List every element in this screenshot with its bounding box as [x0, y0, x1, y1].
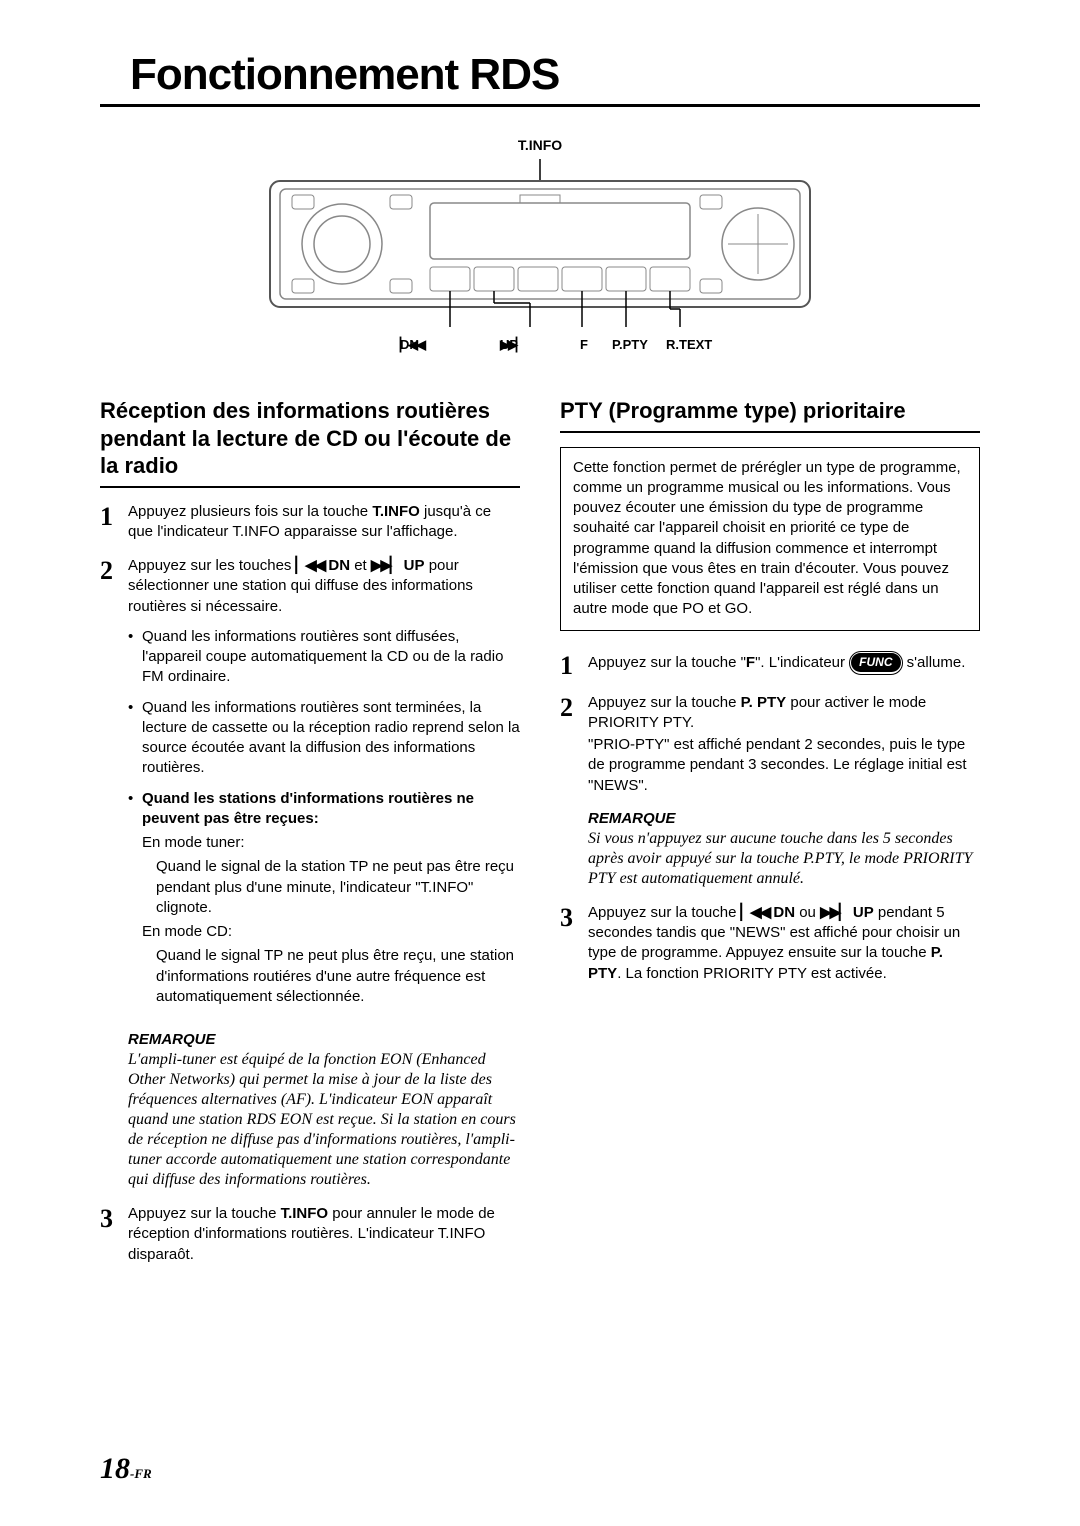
- func-badge: FUNC: [849, 651, 902, 675]
- bullet: Quand les informations routières sont di…: [128, 627, 520, 688]
- product-diagram: T.INFO: [100, 137, 980, 357]
- diagram-bottom-labels: ▏◀◀ DN ▶▶▏ UP F P.PTY R.TEXT: [260, 337, 820, 357]
- remark-body: L'ampli-tuner est équipé de la fonction …: [128, 1050, 520, 1190]
- remark-body: Si vous n'appuyez sur aucune touche dans…: [588, 829, 980, 889]
- page-number: 18-FR: [100, 1452, 152, 1486]
- right-heading: PTY (Programme type) prioritaire: [560, 397, 980, 433]
- right-step-3: 3 Appuyez sur la touche ▏◀◀ DN ou ▶▶▏ UP…: [560, 903, 980, 984]
- bullet: Quand les informations routières sont te…: [128, 698, 520, 779]
- remark-label: REMARQUE: [588, 810, 980, 827]
- radio-illustration: [260, 159, 820, 329]
- right-column: PTY (Programme type) prioritaire Cette f…: [560, 397, 980, 1279]
- left-heading: Réception des informations routières pen…: [100, 397, 520, 488]
- left-column: Réception des informations routières pen…: [100, 397, 520, 1279]
- page-title: Fonctionnement RDS: [100, 50, 980, 107]
- left-step-2: 2 Appuyez sur les touches ▏◀◀ DN et ▶▶▏ …: [100, 556, 520, 1017]
- left-step-1: 1 Appuyez plusieurs fois sur la touche T…: [100, 502, 520, 543]
- label-tinfo: T.INFO: [100, 137, 980, 153]
- right-step-1: 1 Appuyez sur la touche "F". L'indicateu…: [560, 651, 980, 679]
- bullet: Quand les stations d'informations routiè…: [128, 789, 520, 1008]
- left-step-3: 3 Appuyez sur la touche T.INFO pour annu…: [100, 1204, 520, 1265]
- remark-label: REMARQUE: [128, 1031, 520, 1048]
- right-step-2: 2 Appuyez sur la touche P. PTY pour acti…: [560, 693, 980, 796]
- info-box: Cette fonction permet de prérégler un ty…: [560, 447, 980, 631]
